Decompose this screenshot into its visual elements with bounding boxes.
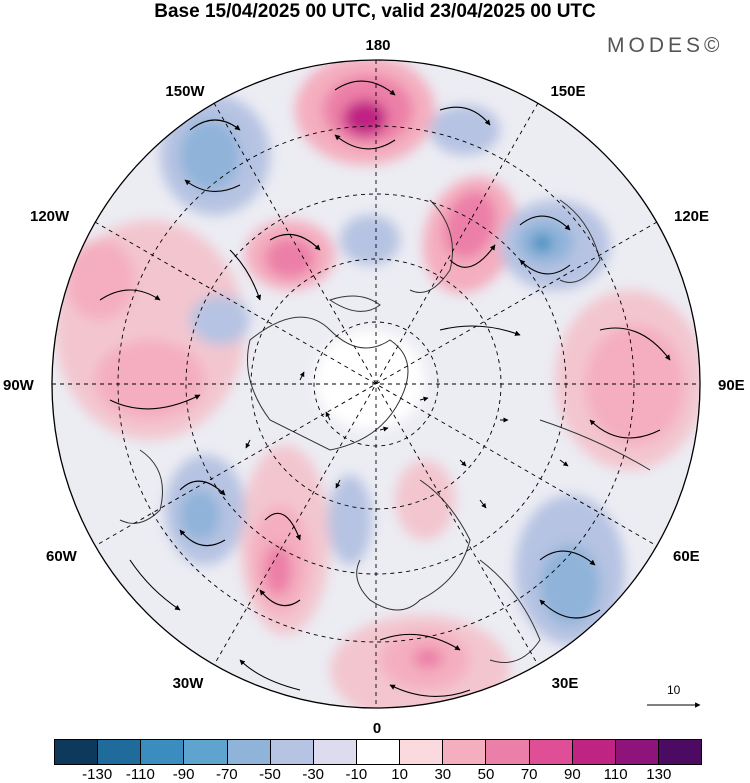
lon-label-120e: 120E xyxy=(674,208,709,225)
colorbar-segment xyxy=(98,740,142,764)
colorbar-segment xyxy=(529,740,573,764)
map-border xyxy=(51,59,701,709)
colorbar-segment xyxy=(356,740,401,764)
colorbar-tick-label: 70 xyxy=(520,766,538,783)
lon-label-150w: 150W xyxy=(165,83,205,100)
lon-label-30e: 30E xyxy=(552,675,579,692)
colorbar-segment xyxy=(400,740,444,764)
colorbar-segment xyxy=(615,740,659,764)
colorbar-segment xyxy=(486,740,530,764)
lon-label-120w: 120W xyxy=(30,208,70,225)
colorbar-tick-label: 30 xyxy=(434,766,452,783)
colorbar-tick-label: -70 xyxy=(215,766,238,783)
colorbar-segment xyxy=(270,740,314,764)
colorbar-tick-label: -90 xyxy=(172,766,195,783)
wind-vectors xyxy=(245,371,569,509)
colorbar-tick-label: 130 xyxy=(646,766,672,783)
colorbar-tick-label: -10 xyxy=(345,766,368,783)
lon-label-150e: 150E xyxy=(550,83,585,100)
colorbar-tick-labels: -130 -110 -90 -70 -50 -30 -10 10 30 50 70 90 110 130 xyxy=(54,766,702,783)
colorbar-segment xyxy=(55,740,99,764)
lon-label-30w: 30W xyxy=(173,675,205,692)
coastlines xyxy=(119,199,651,663)
colorbar-segment xyxy=(227,740,271,764)
colorbar-tick-label: -110 xyxy=(125,766,155,783)
colorbar-tick-label: 50 xyxy=(477,766,495,783)
colorbar-tick-label: -50 xyxy=(259,766,281,783)
lon-label-90w: 90W xyxy=(3,377,35,394)
map-title: Base 15/04/2025 00 UTC, valid 23/04/2025… xyxy=(154,1,596,22)
lon-label-0: 0 xyxy=(373,720,381,737)
colorbar-tick-label: 10 xyxy=(391,766,408,783)
graticule xyxy=(52,60,700,708)
colorbar-tick-label: -130 xyxy=(82,766,113,783)
colorbar-segment xyxy=(572,740,616,764)
lon-label-180: 180 xyxy=(365,37,390,54)
lon-label-60w: 60W xyxy=(46,548,78,565)
colorbar-segment xyxy=(141,740,185,764)
colorbar-segment xyxy=(313,740,357,764)
lon-label-90e: 90E xyxy=(718,377,745,394)
colorbar-segment xyxy=(443,740,487,764)
colorbar-tick-label: 90 xyxy=(564,766,581,783)
colorbar-tick-label: -30 xyxy=(302,766,325,783)
modes-logo: MODES© xyxy=(607,34,724,57)
reference-vector-label: 10 xyxy=(667,683,681,697)
geopotential-anomaly-field xyxy=(52,60,700,708)
lon-label-60e: 60E xyxy=(673,548,700,565)
colorbar-segment xyxy=(658,740,702,764)
colorbar-segment xyxy=(184,740,228,764)
colorbar xyxy=(54,739,702,765)
colorbar-tick-label: 110 xyxy=(603,766,628,783)
